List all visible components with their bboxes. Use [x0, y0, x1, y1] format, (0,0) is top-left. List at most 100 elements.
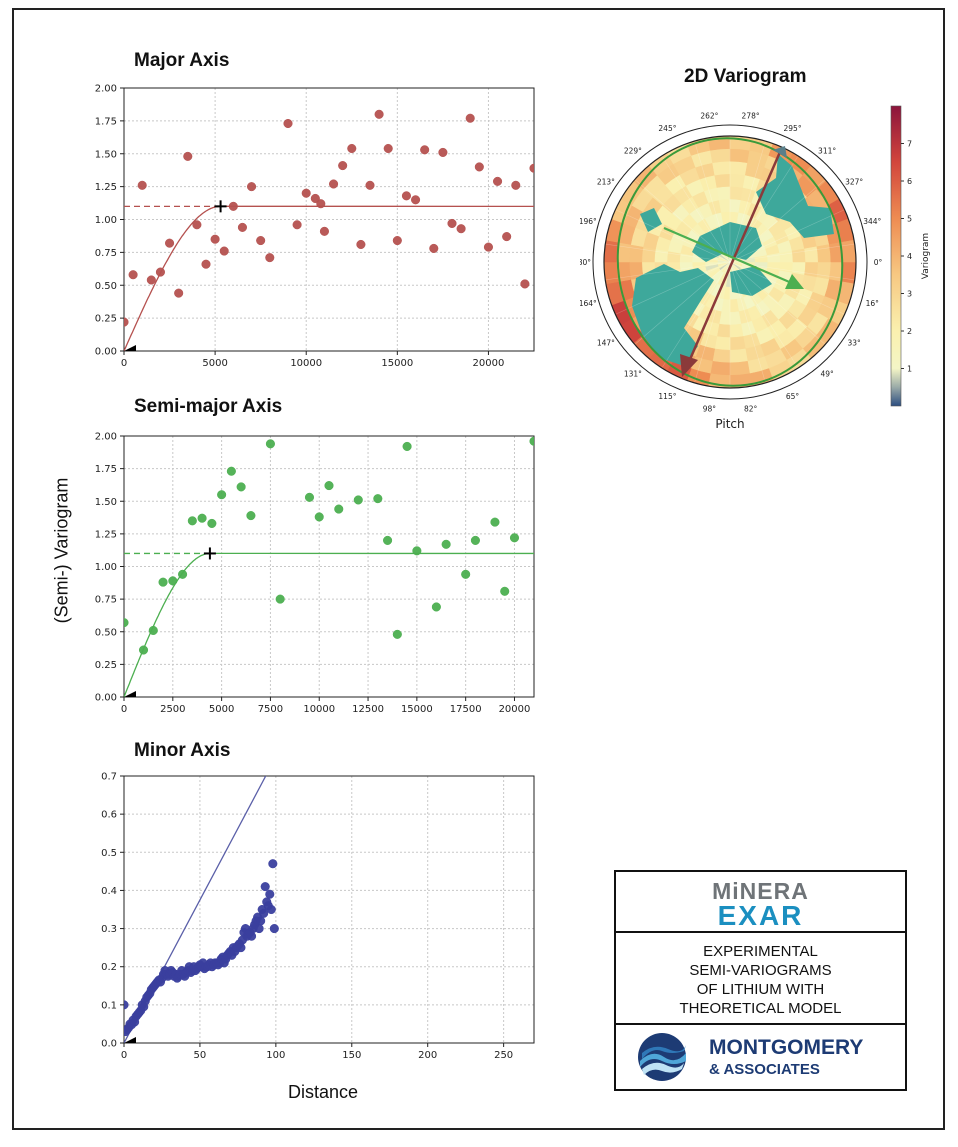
polar-grid-line	[615, 209, 731, 263]
heatmap-cell	[779, 250, 794, 263]
heatmap-cell	[729, 160, 748, 176]
x-tick-label: 250	[494, 1050, 513, 1061]
data-point	[374, 109, 384, 119]
data-point	[474, 162, 484, 172]
x-tick-label: 200	[418, 1050, 437, 1061]
data-point	[470, 535, 480, 545]
heatmap-cell	[816, 244, 832, 263]
y-tick-label: 1.75	[95, 464, 117, 475]
colorbar-tick-label: 2	[907, 327, 912, 336]
data-point	[265, 439, 275, 449]
origin-marker	[124, 345, 136, 351]
origin-marker	[124, 691, 136, 697]
data-point	[275, 594, 285, 604]
y-tick-label: 2.00	[95, 432, 117, 443]
data-point	[269, 924, 279, 934]
data-point	[347, 143, 357, 154]
logo-bottom-word: EXAR	[717, 900, 804, 931]
caption-line-3: OF LITHIUM WITH	[696, 981, 825, 998]
caption-line-1: EXPERIMENTAL	[703, 943, 818, 960]
angle-label: 0°	[874, 258, 883, 267]
heatmap-cell	[816, 261, 832, 280]
y-tick-label: 0.75	[95, 248, 117, 259]
x-tick-label: 100	[266, 1050, 285, 1061]
polar-grid-line	[661, 155, 731, 263]
polar-grid-line	[615, 261, 731, 315]
heatmap-cell	[841, 239, 856, 263]
colorbar-tick-label: 3	[907, 290, 912, 299]
data-point	[247, 182, 257, 192]
variogram2d-title: 2D Variogram	[684, 66, 807, 87]
data-point	[259, 908, 269, 918]
angle-label: 327°	[845, 177, 863, 186]
major-arrow-tail	[773, 146, 787, 158]
heatmap-cell	[712, 160, 731, 176]
heatmap-cell	[604, 239, 619, 263]
heatmap-cell	[729, 336, 746, 351]
caption-line-2: SEMI-VARIOGRAMS	[689, 962, 832, 979]
heatmap-cell	[729, 360, 750, 376]
y-tick-label: 0.50	[95, 281, 117, 292]
x-tick-label: 7500	[258, 704, 283, 715]
data-point	[168, 576, 178, 586]
y-tick-label: 1.25	[95, 182, 117, 193]
logo-top-word: MiNERA	[712, 878, 809, 904]
angle-label: 344°	[863, 217, 881, 226]
polar-grid-line	[694, 141, 731, 263]
heatmap-cell	[716, 186, 731, 201]
caption-block: EXPERIMENTAL SEMI-VARIOGRAMS OF LITHIUM …	[616, 933, 905, 1025]
data-point	[174, 288, 184, 298]
angle-label: 245°	[658, 124, 676, 133]
data-point	[158, 577, 168, 587]
y-tick-label: 0.00	[95, 347, 117, 358]
data-point	[412, 546, 422, 556]
data-point	[183, 151, 193, 161]
colorbar-label: Variogram	[921, 233, 931, 279]
y-axis-label: (Semi-) Variogram	[51, 477, 72, 624]
origin-marker	[124, 1037, 136, 1043]
data-point	[128, 270, 138, 280]
heatmap-cell	[791, 248, 806, 263]
data-point	[316, 199, 326, 209]
x-tick-label: 10000	[303, 704, 335, 715]
colorbar-tick-label: 1	[907, 365, 912, 374]
y-tick-label: 0.0	[101, 1039, 117, 1050]
data-point	[217, 490, 227, 500]
data-point	[520, 279, 530, 289]
heatmap-cell	[641, 246, 656, 263]
colorbar-tick-label: 5	[907, 215, 912, 224]
x-axis-label: Distance	[288, 1082, 359, 1102]
angle-label: 196°	[580, 217, 597, 226]
model-curve	[124, 552, 534, 697]
polar-grid-line	[729, 261, 766, 383]
data-point	[365, 180, 375, 190]
data-point	[178, 569, 188, 579]
angle-label: 229°	[624, 146, 642, 155]
colorbar	[890, 105, 902, 407]
polar-grid-line	[634, 179, 731, 263]
firm-subtitle: & ASSOCIATES	[709, 1061, 820, 1078]
angle-label: 295°	[784, 124, 802, 133]
angle-label: 115°	[658, 392, 676, 401]
data-point	[268, 859, 278, 869]
x-tick-label: 15000	[381, 358, 413, 369]
heatmap-cell	[729, 348, 748, 364]
x-tick-label: 5000	[202, 358, 227, 369]
angle-label: 16°	[866, 299, 880, 308]
polar-outer-ring	[592, 124, 868, 400]
data-point	[392, 235, 402, 246]
data-point	[148, 625, 158, 635]
data-point	[402, 441, 412, 451]
data-point	[265, 253, 275, 263]
data-point	[256, 235, 266, 246]
heatmap-cell	[712, 348, 731, 364]
model-curve	[124, 205, 534, 351]
major-axis-chart: 0 5000 10000 15000 20000 0.00 0.25 0.50 0.75 1.00…	[95, 84, 535, 369]
heatmap-cell	[714, 173, 731, 188]
y-tick-label: 0.7	[101, 772, 117, 783]
data-point	[187, 516, 197, 526]
y-tick-label: 1.25	[95, 529, 117, 540]
data-point	[383, 535, 393, 545]
data-point	[509, 533, 520, 543]
data-point	[465, 113, 475, 123]
